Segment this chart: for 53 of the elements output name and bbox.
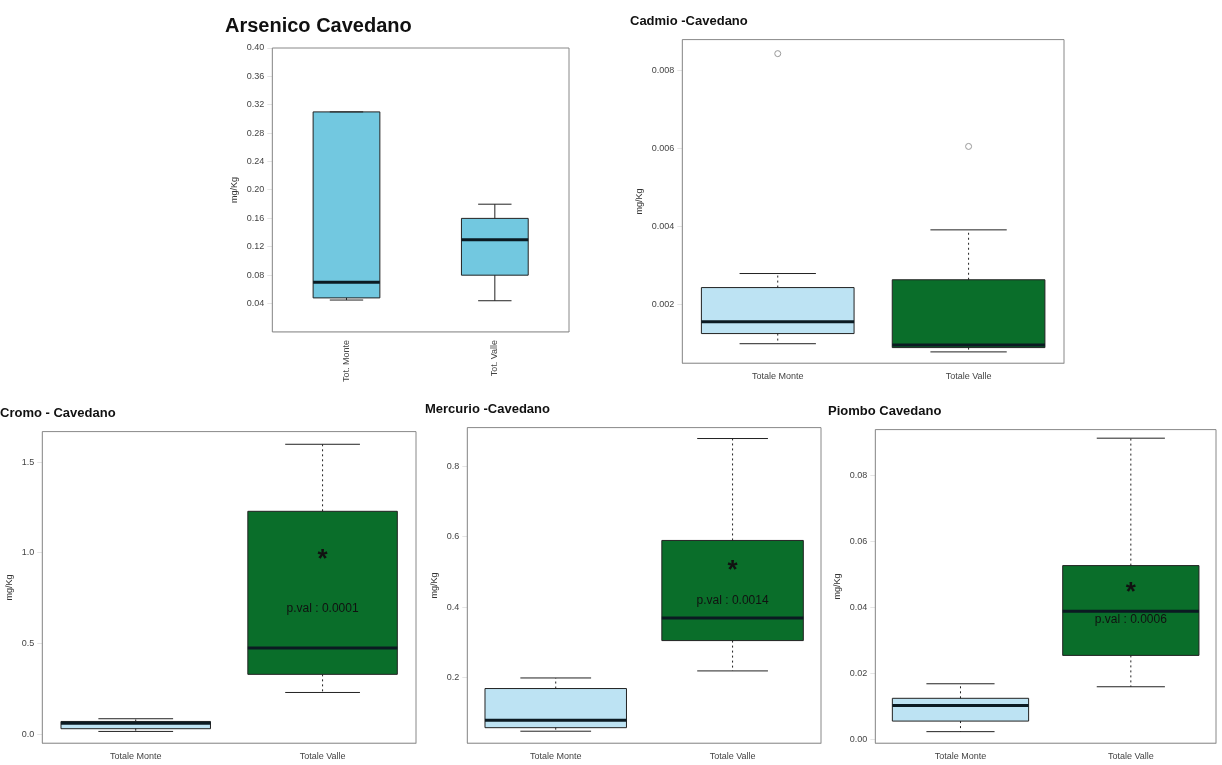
y-tick-label: 0.36 <box>246 70 265 81</box>
chart-title: Piombo Cavedano <box>828 403 942 419</box>
x-tick-label: Tot. Monte <box>340 339 351 383</box>
annotation: p.val : 0.0001 <box>286 601 359 616</box>
x-tick-label: Totale Monte <box>529 751 582 762</box>
x-tick-label: Totale Monte <box>751 371 804 382</box>
annotation: p.val : 0.0006 <box>1094 611 1168 626</box>
annotation: * <box>1125 575 1137 606</box>
y-tick-label: 0.8 <box>446 460 460 471</box>
y-tick-label: 0.04 <box>246 298 265 309</box>
y-tick-label: 0.24 <box>246 156 265 167</box>
y-tick-label: 0.12 <box>246 241 265 252</box>
chart-title: Cadmio -Cavedano <box>630 13 748 29</box>
y-tick-label: 0.4 <box>446 601 460 612</box>
annotation: * <box>317 543 329 574</box>
y-tick-label: 0.32 <box>246 99 265 110</box>
y-axis-title: mg/Kg <box>228 176 239 203</box>
y-tick-label: 0.5 <box>21 638 35 649</box>
y-axis-title: mg/Kg <box>831 573 842 600</box>
y-tick-label: 0.2 <box>446 672 460 683</box>
x-tick-label: Tot. Valle <box>489 339 500 377</box>
y-tick-label: 0.6 <box>446 531 460 542</box>
x-tick-label: Totale Valle <box>1107 751 1154 762</box>
chart-title: Cromo - Cavedano <box>0 405 116 421</box>
chart-title: Mercurio -Cavedano <box>425 401 551 417</box>
y-axis-title: mg/Kg <box>3 574 14 601</box>
y-tick-label: 0.02 <box>849 668 868 679</box>
y-tick-label: 0.08 <box>246 269 265 280</box>
y-tick-label: 1.0 <box>21 547 35 558</box>
x-tick-label: Totale Valle <box>709 751 756 762</box>
y-tick-label: 0.04 <box>849 602 868 613</box>
y-tick-label: 0.20 <box>246 184 265 195</box>
y-axis-title: mg/Kg <box>633 188 644 215</box>
y-tick-label: 0.008 <box>651 65 675 76</box>
y-tick-label: 0.006 <box>651 143 675 154</box>
y-tick-label: 1.5 <box>21 456 35 467</box>
y-tick-label: 0.06 <box>849 536 868 547</box>
y-axis-title: mg/Kg <box>428 572 439 599</box>
y-tick-label: 0.16 <box>246 212 265 223</box>
y-tick-label: 0.40 <box>246 42 265 53</box>
x-tick-label: Totale Monte <box>109 751 162 762</box>
x-tick-label: Totale Valle <box>945 371 992 382</box>
y-tick-label: 0.002 <box>651 299 675 310</box>
y-tick-label: 0.08 <box>849 470 868 481</box>
y-tick-label: 0.004 <box>651 221 675 232</box>
x-tick-label: Totale Valle <box>299 751 346 762</box>
annotation: * <box>727 553 739 584</box>
x-tick-label: Totale Monte <box>934 751 987 762</box>
y-tick-label: 0.0 <box>21 728 35 739</box>
y-tick-label: 0.28 <box>246 127 265 138</box>
annotation: p.val : 0.0014 <box>696 592 769 607</box>
chart-title: Arsenico Cavedano <box>225 13 412 36</box>
y-tick-label: 0.00 <box>849 734 868 745</box>
